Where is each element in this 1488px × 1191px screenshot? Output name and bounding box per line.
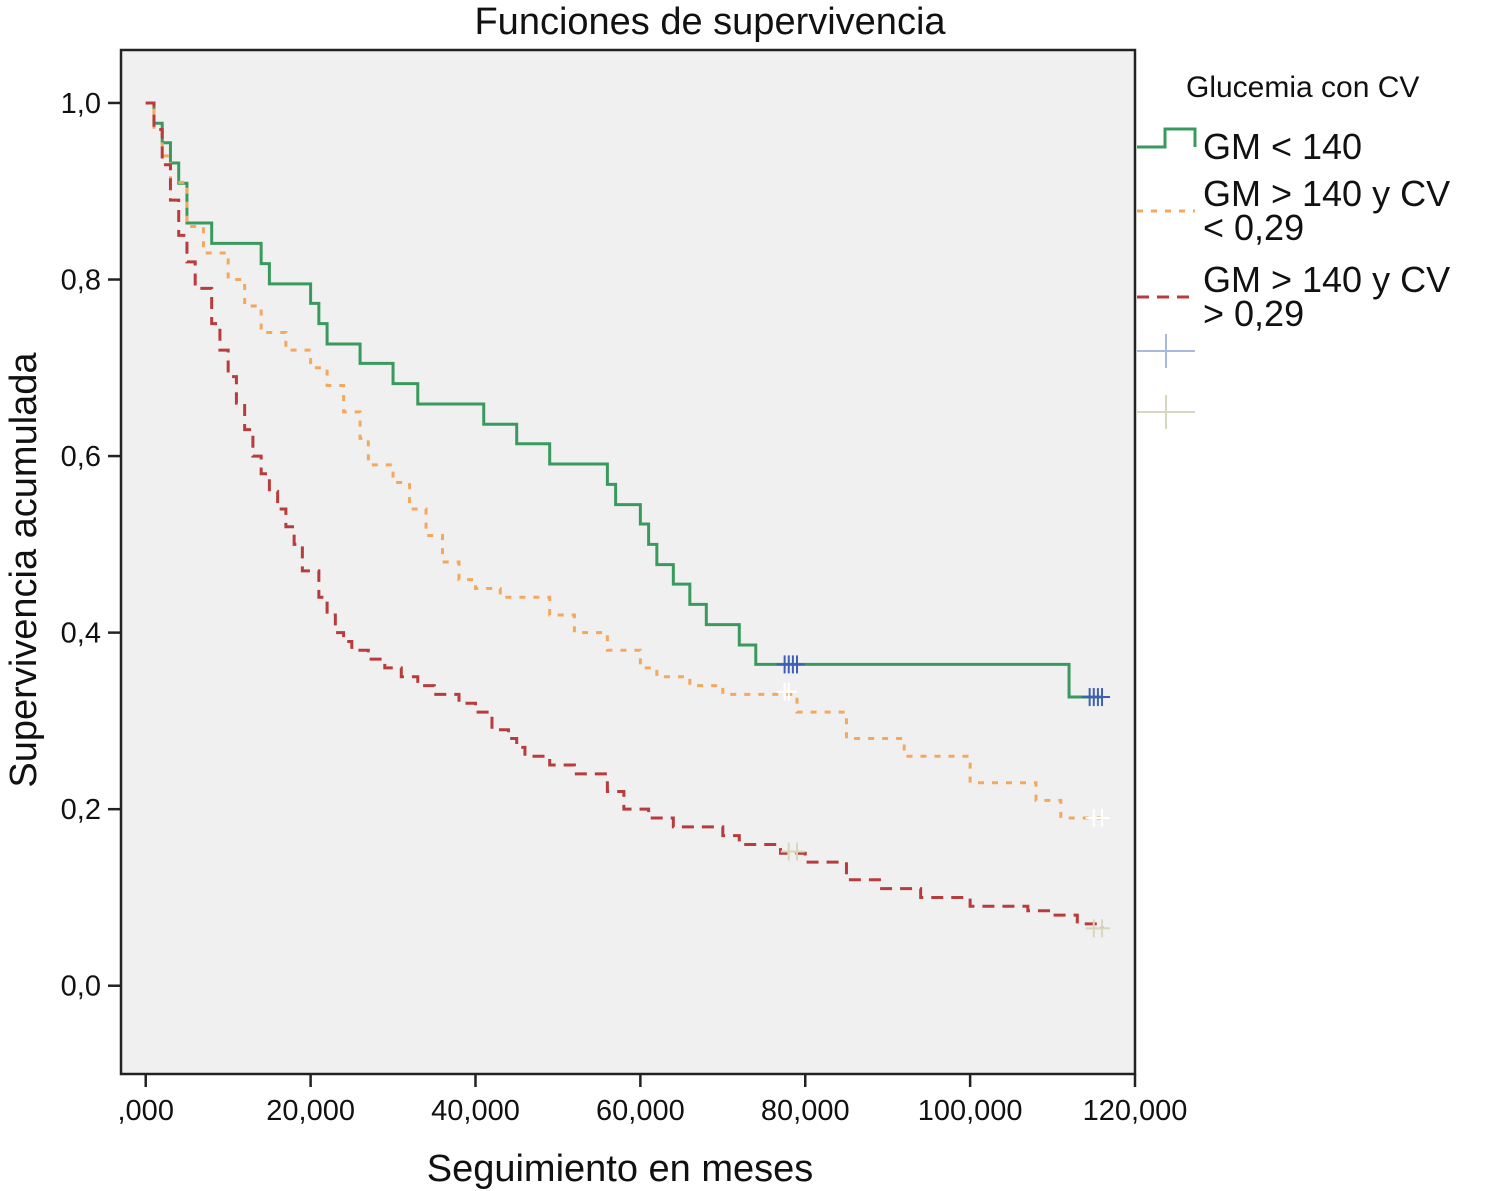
- legend-censor-marker-2: [1137, 395, 1195, 429]
- x-tick-label: 60,000: [596, 1095, 685, 1127]
- legend-label: GM > 140 y CV > 0,29: [1203, 259, 1450, 334]
- x-axis: ,000 20,000 40,000 60,000 80,000 100,000 120,0…: [118, 1074, 1188, 1127]
- legend-label: GM > 140 y CV < 0,29: [1203, 173, 1450, 248]
- x-tick-label: 80,000: [761, 1095, 850, 1127]
- x-tick-label: 40,000: [431, 1095, 520, 1127]
- x-axis-label: Seguimiento en meses: [427, 1148, 814, 1190]
- legend-item-2: GM > 140 y CV < 0,29: [1137, 173, 1450, 248]
- series-layer: [145, 101, 1111, 938]
- y-tick-label: 0,4: [61, 618, 101, 650]
- legend-item-3: GM > 140 y CV > 0,29: [1137, 259, 1450, 334]
- legend-censor-marker-1: [1137, 334, 1195, 368]
- legend-swatch: [1137, 127, 1197, 149]
- censor-mark: [789, 655, 805, 674]
- y-tick-label: 0,0: [61, 971, 101, 1003]
- censor-mark: [1094, 919, 1111, 938]
- y-tick-label: 0,2: [61, 794, 101, 826]
- censor-mark: [1094, 688, 1111, 707]
- legend-title: Glucemia con CV: [1186, 71, 1419, 104]
- chart-title: Funciones de supervivencia: [474, 1, 946, 43]
- y-axis-label: Supervivencia acumulada: [3, 352, 45, 788]
- legend-label: GM < 140: [1203, 126, 1362, 167]
- plot-area: [119, 48, 1137, 1076]
- y-axis: 0,0 0,2 0,4 0,6 0,8 1,0: [61, 88, 121, 1003]
- series-line-2: [145, 101, 1103, 820]
- x-tick-label: 100,000: [918, 1095, 1023, 1127]
- legend: Glucemia con CV GM < 140 GM > 140 y CV < 0…: [1137, 71, 1450, 429]
- censor-mark: [1094, 809, 1111, 827]
- x-tick-label: 20,000: [266, 1095, 355, 1127]
- x-tick-label: 120,000: [1083, 1095, 1188, 1127]
- censor-mark: [789, 842, 805, 861]
- censor-mark: [780, 682, 797, 701]
- y-tick-label: 1,0: [61, 88, 101, 120]
- x-tick-label: ,000: [118, 1095, 174, 1127]
- y-tick-label: 0,6: [61, 441, 101, 473]
- y-tick-label: 0,8: [61, 265, 101, 297]
- legend-item-1: GM < 140: [1137, 126, 1362, 167]
